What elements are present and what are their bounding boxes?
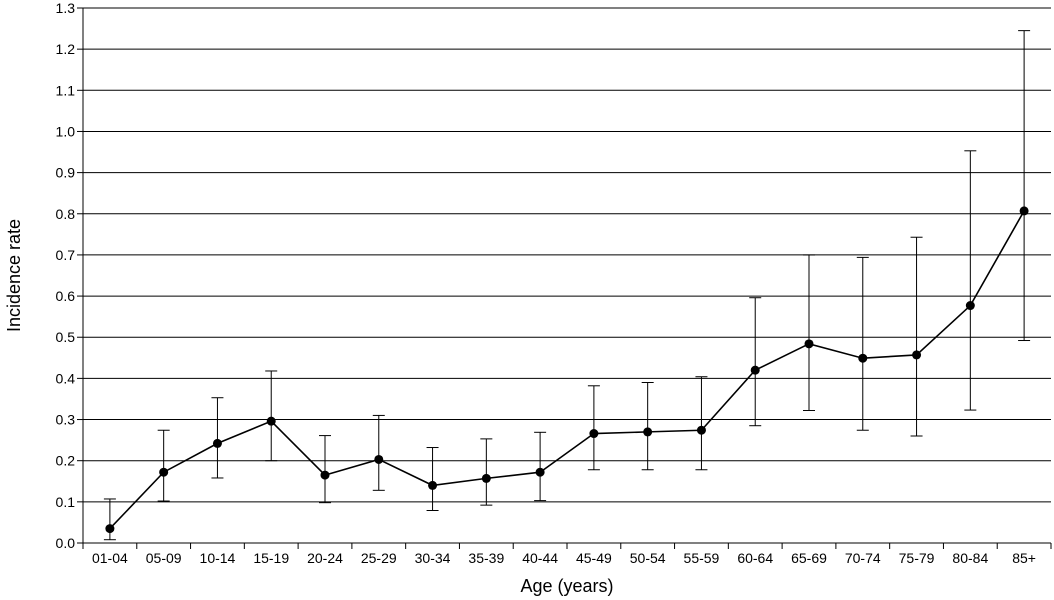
data-point [428,480,438,490]
x-tick-label: 01-04 [92,550,128,566]
y-axis-ticks: 0.0 0.1 0.2 0.3 0.4 0.5 0.6 0.7 0.8 0.9 1.0 1.1 1.2 1… [56,0,83,551]
x-tick-label: 25-29 [361,550,397,566]
y-tick-label: 0.6 [56,288,76,304]
data-point [858,353,868,363]
y-tick-label: 0.8 [56,206,76,222]
x-tick-label: 70-74 [845,550,881,566]
x-axis-ticks: 01-04 05-09 10-14 15-19 20-24 25-29 30-34 35-39… [82,543,1052,566]
data-point [965,301,975,311]
data-point [804,339,814,349]
x-tick-label: 65-69 [791,550,827,566]
data-point [105,524,115,534]
x-tick-label: 55-59 [684,550,720,566]
data-point [1019,206,1029,216]
x-tick-label: 10-14 [200,550,236,566]
y-tick-label: 1.3 [56,0,76,16]
y-tick-label: 0.0 [56,535,76,551]
data-point [696,425,706,435]
data-point [535,467,545,477]
y-tick-label: 0.1 [56,494,76,510]
data-points [105,206,1029,534]
y-tick-label: 0.4 [56,370,76,386]
error-bars [103,30,1031,541]
x-tick-label: 50-54 [630,550,666,566]
y-tick-label: 1.2 [56,41,76,57]
y-tick-label: 0.7 [56,247,76,263]
x-tick-label: 40-44 [522,550,558,566]
data-point [643,427,653,437]
data-point [320,470,330,480]
x-tick-label: 75-79 [899,550,935,566]
data-point [266,416,276,426]
series-line-path [109,210,1025,530]
x-tick-label: 85+ [1012,550,1036,566]
x-tick-label: 45-49 [576,550,612,566]
y-axis-title: Incidence rate [4,219,24,332]
data-point [912,350,922,360]
gridlines [83,7,1051,503]
y-tick-label: 0.9 [56,165,76,181]
data-point [212,438,222,448]
y-tick-label: 0.3 [56,412,76,428]
series-line [109,210,1025,530]
x-tick-label: 05-09 [146,550,182,566]
data-point [750,365,760,375]
data-point [374,454,384,464]
y-tick-label: 1.1 [56,82,76,98]
y-tick-label: 0.5 [56,329,76,345]
x-tick-label: 15-19 [253,550,289,566]
x-tick-label: 35-39 [468,550,504,566]
y-tick-label: 0.2 [56,453,76,469]
data-point [159,467,169,477]
x-axis-title: Age (years) [520,576,613,596]
x-tick-label: 80-84 [952,550,988,566]
y-tick-label: 1.0 [56,123,76,139]
data-point [589,429,599,439]
data-point [481,473,491,483]
x-tick-label: 30-34 [415,550,451,566]
x-tick-label: 60-64 [737,550,773,566]
x-tick-label: 20-24 [307,550,343,566]
